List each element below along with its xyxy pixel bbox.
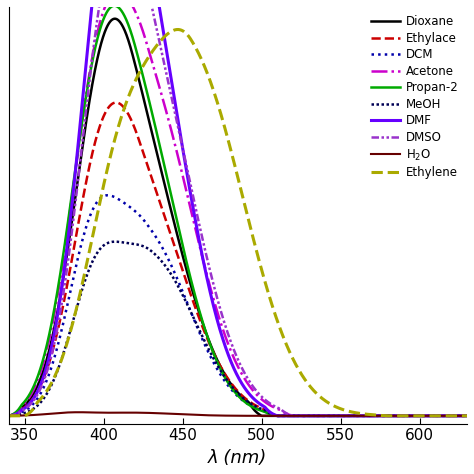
Ethylace xyxy=(205,337,211,343)
DMSO xyxy=(185,169,191,174)
DMF xyxy=(413,413,419,419)
H₂O xyxy=(6,413,12,419)
MeOH xyxy=(205,345,211,351)
Dioxane xyxy=(6,413,12,419)
Line: H₂O: H₂O xyxy=(9,412,474,416)
Propan-2 xyxy=(205,335,211,341)
Ethylace xyxy=(87,163,92,168)
DCM xyxy=(413,413,419,419)
Line: Ethylene: Ethylene xyxy=(9,29,474,416)
Ethylace xyxy=(6,413,12,419)
H₂O xyxy=(76,410,82,415)
Line: Propan-2: Propan-2 xyxy=(9,6,474,416)
Line: Acetone: Acetone xyxy=(9,0,474,416)
Propan-2 xyxy=(59,260,65,266)
Dioxane xyxy=(87,97,92,103)
Line: Dioxane: Dioxane xyxy=(9,18,474,416)
DCM xyxy=(185,301,191,307)
DMF xyxy=(472,413,474,419)
Ethylace xyxy=(463,413,469,419)
X-axis label: λ (nm): λ (nm) xyxy=(208,449,267,467)
Propan-2 xyxy=(472,413,474,419)
Ethylace xyxy=(59,309,65,314)
Acetone xyxy=(413,413,419,419)
DCM xyxy=(463,413,469,419)
Acetone xyxy=(59,265,65,271)
MeOH xyxy=(112,239,118,245)
Dioxane xyxy=(413,413,419,419)
H₂O xyxy=(87,410,92,415)
Dioxane xyxy=(112,16,118,21)
Propan-2 xyxy=(87,73,92,79)
H₂O xyxy=(59,410,65,416)
MeOH xyxy=(59,355,65,361)
DMSO xyxy=(413,413,419,419)
DCM xyxy=(205,348,211,354)
Acetone xyxy=(185,193,191,199)
Acetone xyxy=(6,413,12,419)
DMF xyxy=(185,175,191,181)
H₂O xyxy=(472,413,474,419)
H₂O xyxy=(185,412,191,418)
MeOH xyxy=(463,413,469,419)
Acetone xyxy=(463,413,469,419)
DMSO xyxy=(6,413,12,419)
DMSO xyxy=(472,413,474,419)
Ethylene xyxy=(463,413,469,419)
Ethylace xyxy=(113,100,119,105)
MeOH xyxy=(6,413,12,419)
Dioxane xyxy=(472,413,474,419)
Ethylene xyxy=(472,413,474,419)
Ethylene xyxy=(87,247,92,253)
Acetone xyxy=(205,276,211,282)
DMF xyxy=(87,25,92,30)
DMF xyxy=(463,413,469,419)
DMSO xyxy=(87,77,92,82)
Ethylene xyxy=(185,32,191,38)
DMSO xyxy=(205,259,211,265)
DCM xyxy=(59,326,65,331)
DMF xyxy=(6,413,12,419)
Ethylace xyxy=(413,413,419,419)
Ethylene xyxy=(175,27,181,32)
Dioxane xyxy=(59,284,65,290)
Ethylace xyxy=(472,413,474,419)
Line: DMSO: DMSO xyxy=(9,0,474,416)
DCM xyxy=(87,214,92,220)
DCM xyxy=(472,413,474,419)
Legend: Dioxane, Ethylace, DCM, Acetone, Propan-2, MeOH, DMF, DMSO, H$_2$O, Ethylene: Dioxane, Ethylace, DCM, Acetone, Propan-… xyxy=(368,13,461,182)
Ethylene xyxy=(59,356,65,361)
MeOH xyxy=(413,413,419,419)
H₂O xyxy=(205,412,211,418)
Propan-2 xyxy=(6,413,12,419)
H₂O xyxy=(413,413,419,419)
MeOH xyxy=(87,265,92,271)
DMF xyxy=(59,283,65,289)
Dioxane xyxy=(185,271,191,277)
DCM xyxy=(105,192,110,198)
Line: DMF: DMF xyxy=(9,0,474,416)
Ethylene xyxy=(205,72,211,78)
Acetone xyxy=(87,70,92,75)
DMSO xyxy=(463,413,469,419)
Propan-2 xyxy=(185,264,191,270)
Propan-2 xyxy=(463,413,469,419)
Propan-2 xyxy=(112,3,118,9)
Ethylene xyxy=(413,413,419,419)
Ethylace xyxy=(185,283,191,289)
H₂O xyxy=(463,413,469,419)
DMSO xyxy=(59,300,65,305)
MeOH xyxy=(472,413,474,419)
Line: DCM: DCM xyxy=(9,195,474,416)
Dioxane xyxy=(205,335,211,341)
Line: Ethylace: Ethylace xyxy=(9,102,474,416)
Propan-2 xyxy=(413,413,419,419)
DCM xyxy=(6,413,12,419)
Ethylene xyxy=(6,413,12,419)
Line: MeOH: MeOH xyxy=(9,242,474,416)
Acetone xyxy=(472,413,474,419)
Dioxane xyxy=(463,413,469,419)
DMF xyxy=(205,279,211,285)
MeOH xyxy=(185,302,191,308)
